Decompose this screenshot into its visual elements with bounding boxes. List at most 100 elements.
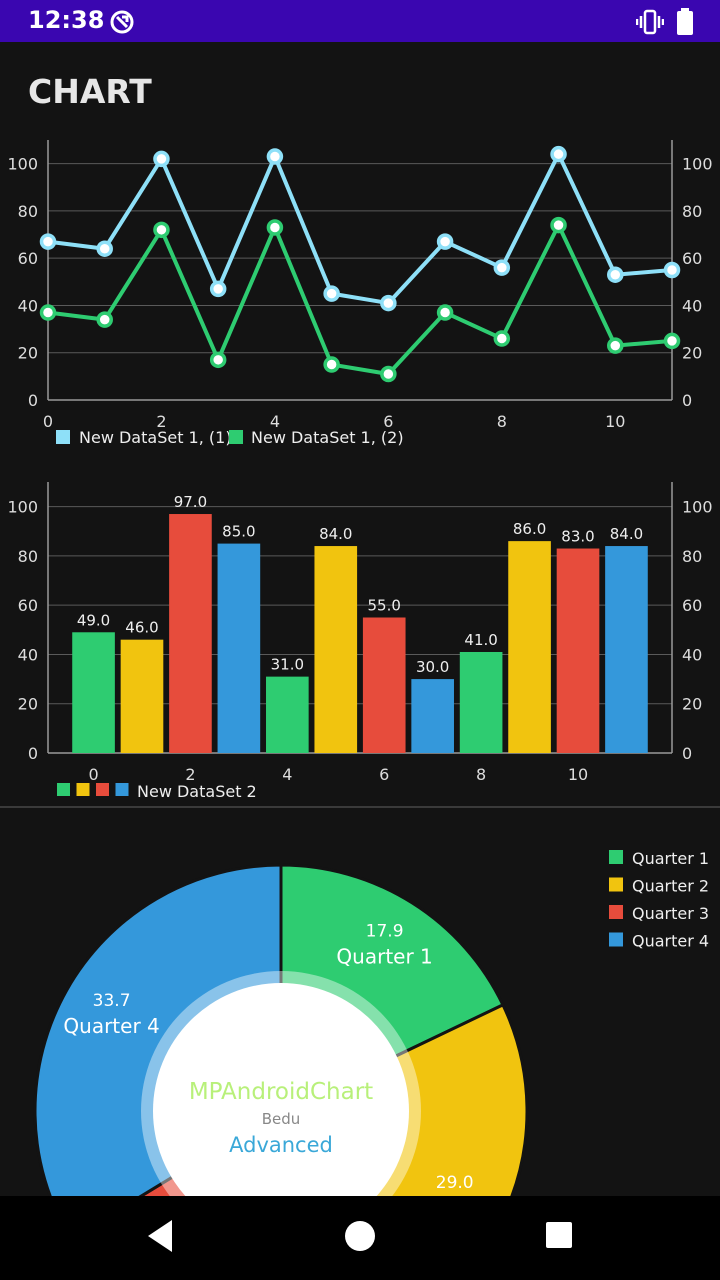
y-tick-label-right: 80 [682, 202, 702, 221]
y-tick-label-right: 80 [682, 547, 702, 566]
bar [508, 541, 551, 753]
bar-value-label: 41.0 [464, 631, 497, 649]
page-title: CHART [28, 72, 152, 111]
data-point-1 [493, 259, 511, 276]
x-tick-label: 6 [383, 412, 393, 431]
legend-label: Quarter 2 [632, 877, 709, 896]
bar [314, 546, 358, 753]
data-point-1 [96, 240, 113, 257]
data-point-2 [209, 351, 227, 369]
y-tick-label-left: 60 [18, 249, 38, 268]
y-tick-label-left: 100 [7, 498, 38, 517]
vibrate-icon [636, 9, 664, 35]
legend-swatch [609, 850, 623, 864]
y-tick-label-right: 20 [682, 344, 702, 363]
legend-label-2: New DataSet 1, (2) [251, 428, 404, 447]
legend-label: Quarter 4 [632, 932, 709, 951]
data-point-2 [380, 365, 397, 383]
pie-hole [153, 983, 409, 1196]
legend-label: Quarter 1 [632, 849, 709, 868]
bar-value-label: 55.0 [368, 597, 401, 615]
nav-bar [0, 1196, 720, 1280]
legend-label: Quarter 3 [632, 904, 709, 923]
center-title: MPAndroidChart [189, 1079, 373, 1105]
legend-label-1: New DataSet 1, (1) [79, 428, 232, 447]
data-point-1 [209, 280, 227, 298]
bar-value-label: 46.0 [125, 619, 158, 637]
data-point-1 [607, 266, 624, 283]
bar [411, 679, 454, 753]
data-point-2 [493, 330, 511, 347]
legend-swatch [96, 783, 109, 796]
data-point-2 [607, 337, 624, 354]
x-tick-label: 8 [476, 765, 486, 784]
y-tick-label-right: 40 [682, 296, 702, 315]
bar [120, 639, 164, 753]
x-tick-label: 0 [43, 412, 53, 431]
x-tick-label: 4 [270, 412, 280, 431]
x-tick-label: 8 [497, 412, 507, 431]
data-point-2 [663, 332, 681, 350]
data-point-2 [323, 356, 340, 373]
back-icon[interactable] [140, 1214, 180, 1258]
bar-value-label: 86.0 [513, 520, 546, 538]
bar-value-label: 49.0 [77, 611, 110, 629]
data-point-1 [153, 150, 170, 168]
bar-value-label: 97.0 [174, 493, 207, 511]
y-tick-label-right: 40 [682, 645, 702, 664]
x-tick-label: 2 [156, 412, 166, 431]
data-point-2 [96, 311, 113, 328]
legend-swatch [609, 905, 623, 919]
series-line-1 [47, 152, 673, 306]
home-icon[interactable] [338, 1214, 382, 1258]
y-tick-label-right: 60 [682, 596, 702, 615]
legend-swatch [609, 932, 623, 947]
series-line-2 [47, 223, 673, 376]
x-tick-label: 6 [379, 765, 389, 784]
data-point-1 [550, 145, 567, 163]
legend-swatch-1 [56, 430, 70, 444]
pie-chart[interactable]: 17.9 Quarter 1 29.0 Quarter 2 33.7 Quarter 4 M… [0, 806, 720, 1196]
recents-icon[interactable] [538, 1214, 582, 1258]
app-notification-icon [110, 10, 134, 34]
data-point-1 [39, 233, 57, 250]
data-point-1 [380, 294, 397, 312]
y-tick-label-left: 40 [18, 645, 38, 664]
y-tick-label-right: 100 [682, 498, 713, 517]
bar [266, 676, 309, 753]
y-tick-label-left: 60 [18, 596, 38, 615]
legend-swatch-2 [229, 430, 243, 444]
bar [459, 651, 503, 753]
bar-value-label: 84.0 [319, 525, 352, 543]
pie-value-label: 17.9 [366, 922, 404, 942]
pie-value-label: 33.7 [93, 991, 131, 1011]
battery-icon [677, 8, 693, 35]
data-point-1 [266, 148, 284, 165]
y-tick-label-right: 60 [682, 249, 702, 268]
y-tick-label-left: 20 [18, 695, 38, 714]
bar-value-label: 31.0 [271, 656, 304, 674]
data-point-1 [323, 285, 340, 302]
legend-label: New DataSet 2 [137, 782, 257, 801]
data-point-2 [153, 221, 170, 239]
x-tick-label: 10 [568, 765, 588, 784]
x-tick-label: 4 [282, 765, 292, 784]
y-tick-label-left: 100 [7, 155, 38, 174]
y-tick-label-left: 80 [18, 547, 38, 566]
y-tick-label-left: 0 [28, 391, 38, 410]
y-tick-label-right: 0 [682, 744, 692, 763]
data-point-1 [663, 261, 681, 279]
y-tick-label-right: 0 [682, 391, 692, 410]
x-tick-label: 10 [605, 412, 625, 431]
data-point-2 [436, 304, 454, 321]
x-tick-label: 0 [88, 765, 98, 784]
legend-swatch [115, 783, 129, 796]
bar [169, 514, 212, 753]
pie-slice-label: Quarter 1 [336, 945, 432, 969]
center-subtitle: Bedu [262, 1110, 301, 1128]
pie-value-label: 29.0 [436, 1173, 474, 1193]
data-point-1 [436, 233, 454, 250]
data-point-2 [550, 216, 567, 234]
